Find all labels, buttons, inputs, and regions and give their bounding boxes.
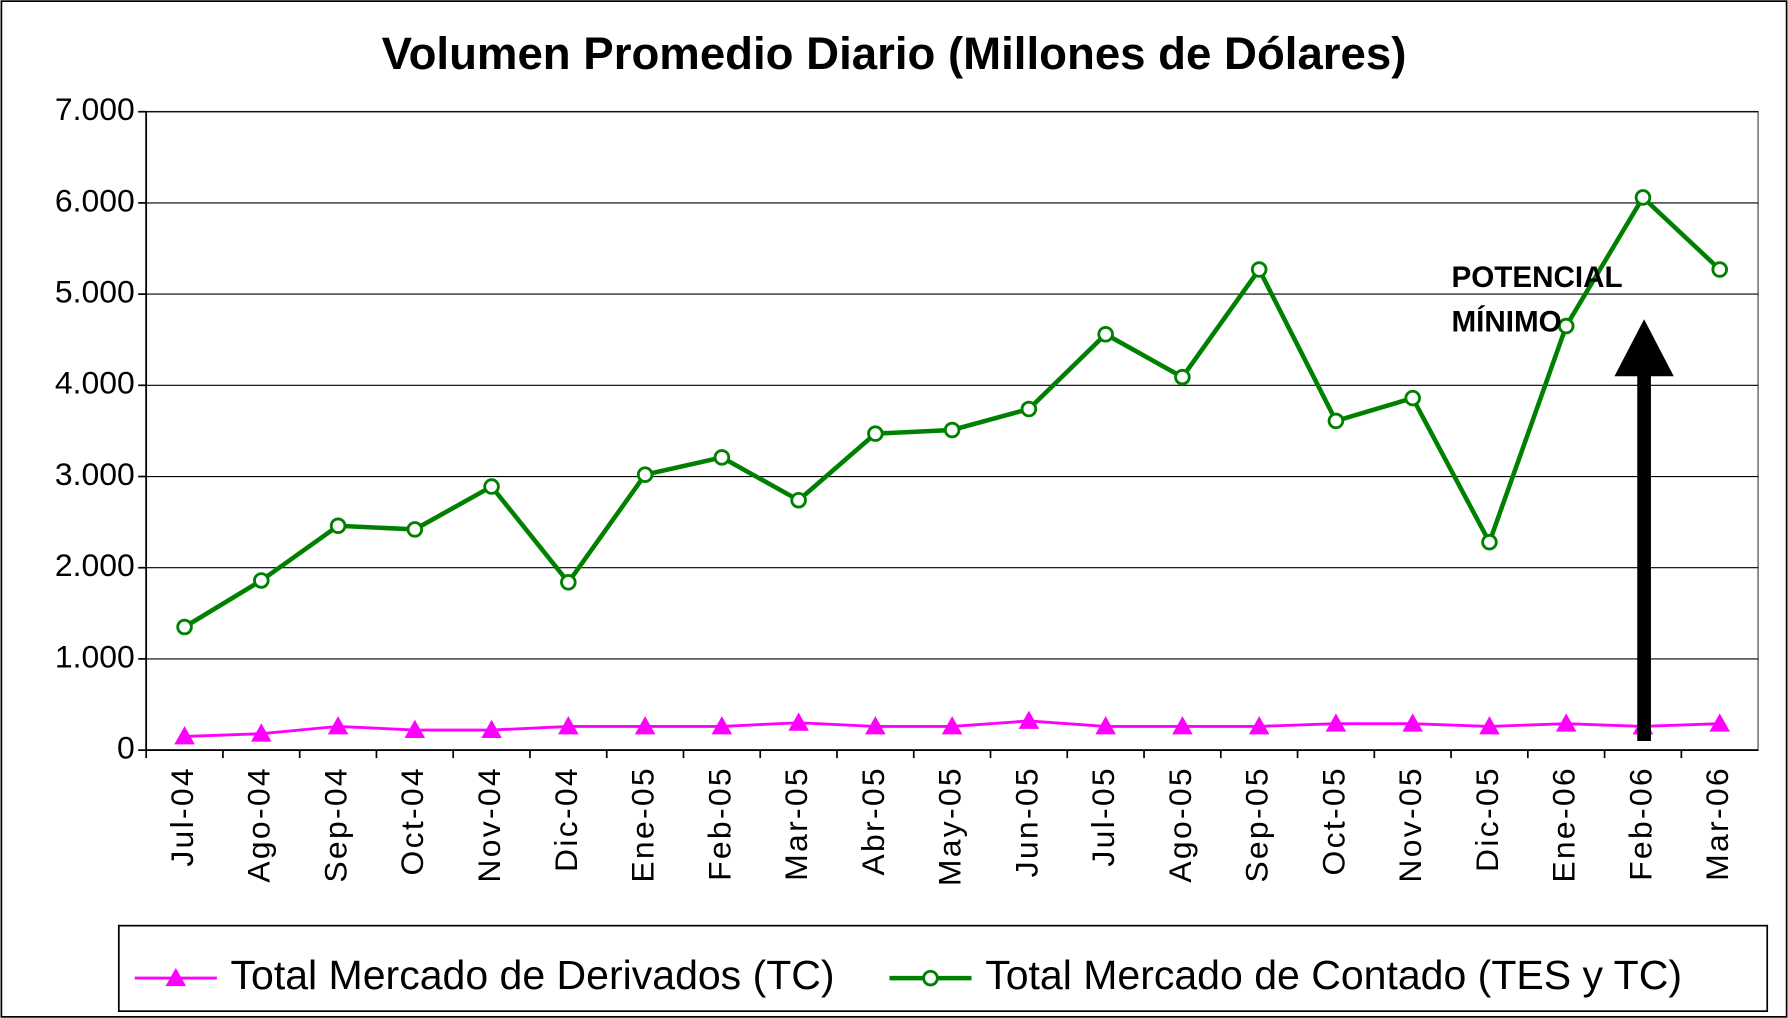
data-point [1174, 368, 1191, 386]
data-point [327, 716, 349, 735]
data-point [1481, 533, 1498, 551]
x-tick-label: Oct-04 [394, 766, 430, 875]
legend-label: Total Mercado de Contado (TES y TC) [985, 952, 1682, 998]
legend-box [117, 924, 1769, 1013]
x-tick-label: Oct-05 [1315, 766, 1351, 875]
data-point [251, 723, 272, 742]
x-tick-label: Ago-04 [241, 766, 277, 883]
data-point [329, 517, 347, 535]
data-point [1555, 713, 1577, 732]
data-point [636, 466, 654, 483]
x-tick-label: Ene-05 [625, 766, 661, 883]
data-point [1711, 261, 1728, 278]
data-point [1479, 716, 1500, 735]
chart-title: Volumen Promedio Diario (Millones de Dól… [382, 28, 1407, 79]
data-point [406, 521, 424, 538]
data-point [1020, 400, 1038, 418]
data-point [558, 716, 579, 735]
y-tick-label: 2.000 [55, 547, 135, 583]
x-tick-label: Jun-05 [1008, 766, 1044, 877]
data-point [483, 478, 500, 495]
data-point [713, 449, 731, 466]
data-point [176, 618, 193, 636]
legend-marker [922, 969, 939, 987]
data-point [1018, 710, 1040, 729]
x-tick-label: Feb-05 [701, 766, 737, 881]
x-tick-label: Mar-05 [778, 766, 814, 881]
data-point [1248, 716, 1270, 735]
data-point [1709, 713, 1730, 732]
data-point [1402, 713, 1423, 732]
y-tick-label: 6.000 [55, 182, 135, 218]
data-point [253, 572, 270, 589]
data-point [1250, 261, 1268, 278]
x-tick-label: Feb-06 [1622, 766, 1658, 881]
x-tick-label: Ago-05 [1162, 766, 1198, 883]
data-point [1097, 325, 1114, 343]
y-tick-label: 0 [117, 730, 135, 766]
data-point [1634, 189, 1652, 206]
data-point [174, 726, 195, 745]
x-tick-label: Mar-06 [1699, 766, 1735, 881]
data-point [1325, 713, 1347, 732]
annotation-arrow-shaft [1637, 373, 1651, 741]
y-tick-label: 3.000 [55, 456, 135, 492]
x-tick-label: May-05 [932, 766, 968, 886]
x-tick-label: Abr-05 [855, 766, 891, 875]
y-tick-label: 7.000 [55, 91, 135, 127]
data-point [865, 716, 886, 735]
data-point [941, 716, 963, 735]
y-tick-label: 1.000 [55, 638, 135, 674]
data-point [788, 712, 809, 731]
y-tick-label: 4.000 [55, 365, 135, 401]
data-point [1557, 317, 1575, 335]
legend-label: Total Mercado de Derivados (TC) [231, 952, 835, 998]
x-tick-label: Nov-05 [1392, 766, 1428, 883]
x-tick-label: Dic-04 [548, 766, 584, 872]
data-point [1404, 389, 1421, 407]
data-point [1327, 412, 1345, 430]
x-tick-label: Dic-05 [1469, 766, 1505, 872]
x-tick-label: Ene-06 [1546, 766, 1582, 883]
data-point [481, 719, 502, 739]
x-tick-label: Sep-05 [1239, 766, 1275, 883]
data-point [711, 716, 733, 735]
x-tick-label: Jul-05 [1085, 766, 1121, 867]
y-tick-label: 5.000 [55, 274, 135, 310]
data-point [634, 716, 656, 735]
data-point [790, 491, 807, 509]
data-point [1172, 716, 1193, 735]
x-tick-label: Sep-04 [317, 766, 353, 883]
data-point [867, 425, 884, 442]
data-point [943, 421, 961, 439]
annotation: POTENCIAL [1451, 261, 1622, 294]
legend-marker [165, 967, 187, 987]
data-point [1095, 716, 1116, 735]
data-point [560, 574, 577, 591]
x-tick-label: Nov-04 [471, 766, 507, 883]
annotation-arrow-head [1614, 319, 1674, 377]
x-tick-label: Jul-04 [164, 766, 200, 867]
annotation: MÍNIMO [1451, 305, 1561, 339]
data-point [404, 719, 426, 739]
